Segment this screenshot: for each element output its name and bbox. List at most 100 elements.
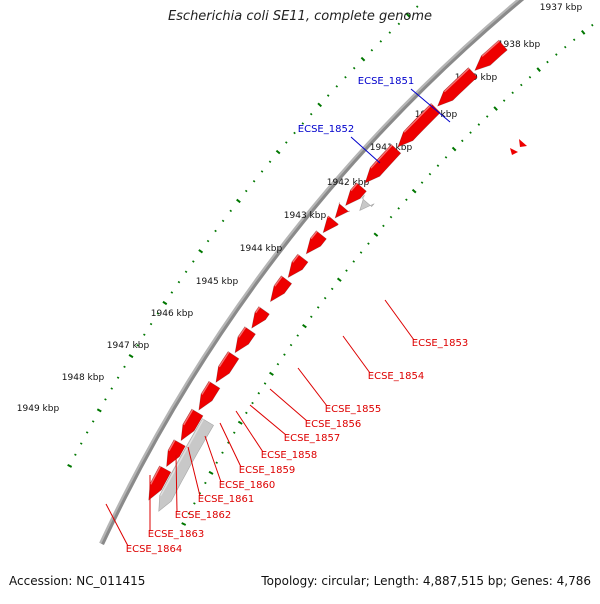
minus-strand-gene	[251, 306, 270, 329]
minus-strand-gene-highlight	[370, 144, 393, 169]
minus-strand-gene-highlight	[238, 326, 247, 338]
minus-strand-gene	[180, 408, 204, 442]
inner-tick-mark	[546, 60, 549, 64]
outer-tick-mark	[379, 40, 383, 43]
inner-tick-mark	[181, 522, 187, 526]
inner-tick-mark	[330, 287, 334, 291]
minus-label-leader	[187, 446, 201, 497]
outer-tick-mark	[301, 122, 305, 125]
outer-tick-mark	[221, 219, 225, 223]
small-red-marker	[510, 148, 518, 155]
outer-tick-mark	[177, 280, 181, 284]
outer-tick-mark	[156, 312, 160, 315]
unlabeled-minus-feature-highlight	[362, 195, 366, 200]
minus-gene-label: ECSE_1862	[175, 510, 231, 521]
outer-tick-mark	[236, 198, 241, 204]
kbp-tick-label: 1949 kbp	[17, 404, 60, 414]
inner-tick-mark	[436, 164, 440, 167]
kbp-tick-label: 1944 kbp	[240, 244, 283, 254]
outer-tick-mark	[91, 420, 95, 423]
minus-strand-gene-highlight	[183, 409, 194, 426]
outer-tick-mark	[352, 66, 356, 70]
plus-label-leader	[410, 88, 451, 123]
minus-strand-gene-highlight	[150, 466, 161, 485]
outer-tick-mark	[184, 270, 188, 274]
minus-strand-gene	[148, 465, 172, 501]
minus-strand-gene-highlight	[327, 216, 330, 219]
outer-tick-mark	[360, 56, 366, 62]
minus-strand-gene	[287, 253, 309, 279]
minus-label-leader	[297, 367, 328, 407]
inner-tick-mark	[367, 242, 370, 245]
outer-tick-mark	[244, 189, 248, 193]
minus-strand-gene	[215, 351, 240, 384]
inner-tick-mark	[477, 123, 481, 126]
minus-strand-gene-highlight	[403, 103, 433, 133]
plus-label-leader	[350, 136, 381, 164]
inner-tick-mark	[451, 146, 457, 152]
inner-tick-mark	[382, 224, 385, 228]
outer-tick-mark	[85, 431, 89, 434]
outer-tick-mark	[79, 442, 83, 445]
inner-tick-mark	[283, 353, 286, 356]
minus-strand-gene	[437, 67, 478, 107]
outer-tick-mark	[149, 322, 153, 326]
inner-tick-mark	[215, 461, 218, 464]
minus-gene-label: ECSE_1854	[368, 371, 424, 382]
inner-tick-mark	[316, 306, 320, 309]
minus-strand-gene	[269, 275, 293, 303]
outer-tick-mark	[206, 239, 210, 243]
inner-tick-mark	[444, 156, 448, 159]
minus-label-leader	[235, 410, 264, 453]
minus-strand-gene-highlight	[443, 67, 470, 93]
outer-tick-mark	[397, 22, 401, 26]
map-title: Escherichia coli SE11, complete genome	[167, 9, 433, 24]
minus-gene-label: ECSE_1853	[412, 338, 468, 349]
minus-gene-label: ECSE_1855	[325, 404, 381, 415]
inner-tick-mark	[485, 115, 489, 118]
inner-tick-mark	[289, 343, 293, 347]
backbone	[101, 0, 525, 546]
inner-tick-mark	[276, 362, 280, 366]
inner-tick-mark	[302, 324, 307, 329]
outer-tick-mark	[170, 291, 174, 294]
minus-strand-gene-highlight	[292, 254, 300, 263]
outer-tick-mark	[143, 333, 146, 336]
minus-strand-gene	[474, 39, 508, 72]
minus-strand-gene-highlight	[218, 351, 230, 368]
minus-gene-label: ECSE_1864	[126, 544, 182, 555]
minus-strand-gene-highlight	[339, 202, 342, 205]
minus-strand-gene	[234, 326, 256, 354]
minus-strand-gene	[166, 439, 186, 468]
inner-tick-mark	[257, 392, 261, 395]
outer-tick-mark	[229, 209, 233, 213]
minus-strand-gene-highlight	[201, 381, 211, 395]
outer-tick-mark	[104, 398, 107, 401]
kbp-tick-label: 1943 kbp	[284, 211, 327, 221]
outer-tick-mark	[405, 12, 411, 18]
plus-gene-label: ECSE_1851	[358, 76, 414, 87]
minus-label-leader	[249, 404, 287, 436]
unlabeled-minus-feature-highlight	[160, 418, 204, 496]
inner-tick-mark	[511, 91, 514, 95]
minus-gene-label: ECSE_1861	[198, 494, 254, 505]
minus-strand-gene-highlight	[274, 276, 283, 287]
accession-label: Accession: NC_011415	[9, 574, 146, 588]
outer-tick-mark	[415, 5, 419, 8]
minus-label-leader	[204, 435, 222, 483]
small-red-marker	[519, 139, 527, 147]
inner-tick-mark	[469, 131, 472, 134]
inner-tick-mark	[263, 382, 267, 385]
outer-tick-mark	[275, 149, 281, 155]
outer-tick-mark	[388, 31, 392, 34]
inner-tick-mark	[336, 277, 342, 282]
inner-tick-mark	[536, 67, 541, 72]
minus-strand-gene	[397, 102, 441, 148]
minus-strand-gene	[364, 143, 402, 184]
inner-tick-mark	[323, 296, 327, 300]
unlabeled-minus-feature	[359, 194, 375, 212]
genome-summary: Topology: circular; Length: 4,887,515 bp…	[261, 574, 591, 588]
inner-tick-mark	[520, 83, 523, 87]
outer-tick-mark	[192, 260, 195, 263]
inner-tick-mark	[528, 76, 532, 79]
